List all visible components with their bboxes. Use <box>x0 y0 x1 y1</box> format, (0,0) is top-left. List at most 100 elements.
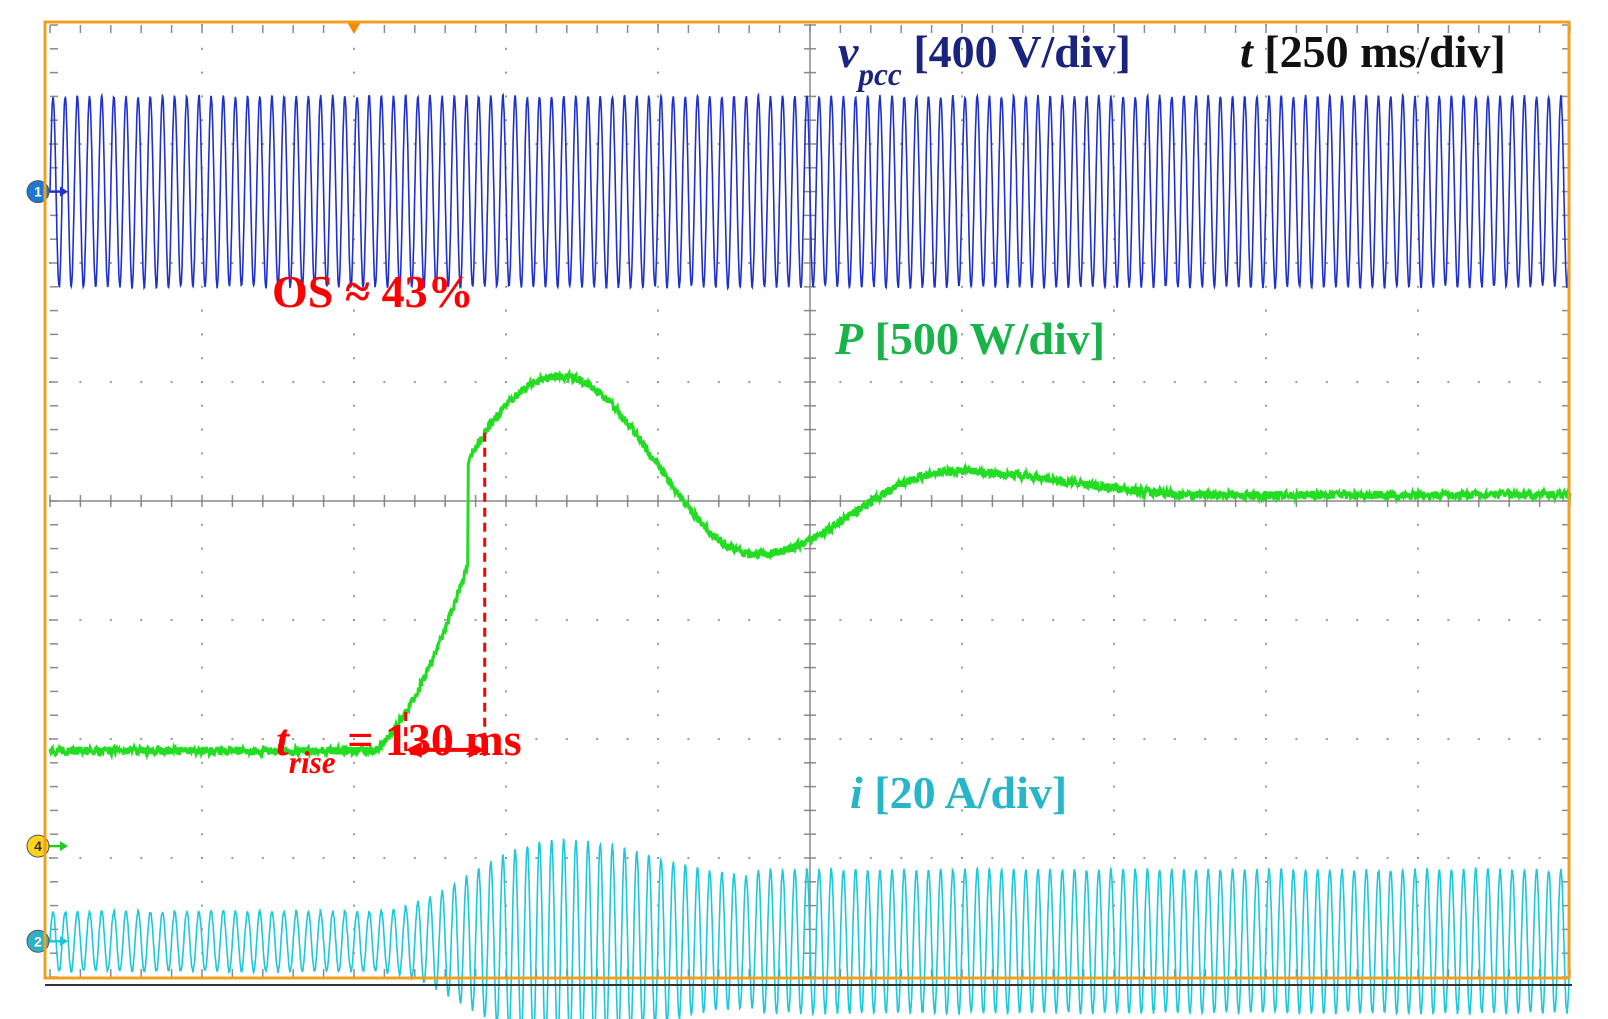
grid-dot <box>1265 833 1267 836</box>
grid-dot <box>1265 309 1267 312</box>
grid-dot <box>1447 143 1450 145</box>
grid-dot <box>353 595 355 598</box>
grid-dot <box>961 262 963 264</box>
grid-dot <box>961 809 963 812</box>
grid-dot <box>1477 857 1480 859</box>
grid-dot <box>657 309 659 312</box>
grid-dot <box>1113 476 1115 479</box>
grid-dot <box>1417 571 1419 574</box>
grid-dot <box>109 619 112 621</box>
grid-dot <box>657 571 659 574</box>
grid-dot <box>717 381 720 383</box>
grid-dot <box>1204 381 1207 383</box>
grid-dot <box>839 143 842 145</box>
grid-dot <box>201 143 203 145</box>
grid-dot <box>657 785 659 788</box>
grid-dot <box>1265 357 1267 360</box>
grid-dot <box>657 738 659 740</box>
grid-dot <box>1265 381 1267 383</box>
grid-dot <box>353 357 355 360</box>
grid-dot <box>1113 119 1115 122</box>
grid-dot <box>79 381 82 383</box>
grid-dot <box>961 476 963 479</box>
grid-dot <box>1417 690 1419 693</box>
grid-dot <box>505 833 507 836</box>
rise-time-arrowhead-left <box>405 741 422 758</box>
grid-dot <box>505 95 507 98</box>
grid-dot <box>505 547 507 550</box>
grid-dot <box>505 262 507 264</box>
grid-dot <box>1265 95 1267 98</box>
grid-dot <box>505 143 507 145</box>
grid-dot <box>1052 262 1055 264</box>
grid-dot <box>353 309 355 312</box>
grid-dot <box>930 262 933 264</box>
grid-dot <box>201 95 203 98</box>
grid-dot <box>717 619 720 621</box>
grid-dot <box>1113 833 1115 836</box>
grid-dot <box>1356 143 1359 145</box>
grid-dot <box>170 143 173 145</box>
grid-dot <box>353 404 355 407</box>
grid-dot <box>1265 523 1267 526</box>
grid-dot <box>474 619 477 621</box>
grid-dot <box>353 785 355 788</box>
rise-time-arrowhead-right <box>468 741 485 758</box>
grid-dot <box>991 619 994 621</box>
grid-dot <box>900 262 903 264</box>
grid-dot <box>474 857 477 859</box>
grid-dot <box>261 738 264 740</box>
grid-dot <box>353 262 355 264</box>
grid-dot <box>505 571 507 574</box>
grid-dot <box>505 285 507 288</box>
grid-dot <box>1538 619 1541 621</box>
annotations <box>404 432 487 758</box>
grid-dot <box>596 738 599 740</box>
grid-dot <box>353 47 355 50</box>
grid-dot <box>353 571 355 574</box>
grid-dot <box>1508 262 1511 264</box>
grid-dot <box>1508 619 1511 621</box>
grid-dot <box>261 143 264 145</box>
grid-dot <box>109 381 112 383</box>
grid-dot <box>1265 143 1267 145</box>
grid-dot <box>383 262 386 264</box>
grid-dot <box>657 452 659 455</box>
grid-dot <box>353 95 355 98</box>
grid-dot <box>1417 785 1419 788</box>
grid-dot <box>657 404 659 407</box>
grid-dot <box>657 904 659 907</box>
grid-dot <box>505 381 507 383</box>
grid-dot <box>231 143 234 145</box>
grid-dot <box>353 714 355 717</box>
grid-dot <box>1356 381 1359 383</box>
grid-dot <box>79 619 82 621</box>
grid-dot <box>657 47 659 50</box>
channel-2-marker-number: 2 <box>34 933 42 949</box>
grid-dot <box>1417 452 1419 455</box>
grid-dot <box>900 381 903 383</box>
grid-dot <box>961 309 963 312</box>
grid-dot <box>170 857 173 859</box>
grid-dot <box>1417 262 1419 264</box>
grid-dot <box>1082 857 1085 859</box>
grid-dot <box>961 595 963 598</box>
grid-dot <box>748 619 751 621</box>
grid-dot <box>505 809 507 812</box>
grid-dot <box>1417 714 1419 717</box>
grid-dot <box>1234 381 1237 383</box>
grid-dot <box>1113 857 1115 859</box>
grid-dot <box>657 880 659 883</box>
grid-dot <box>961 880 963 883</box>
grid-dot <box>1417 761 1419 764</box>
grid-dot <box>1113 452 1115 455</box>
grid-dot <box>1265 880 1267 883</box>
grid-dot <box>1265 404 1267 407</box>
grid-dot <box>474 738 477 740</box>
grid-dot <box>1113 619 1115 621</box>
grid-dot <box>1204 619 1207 621</box>
grid-dot <box>505 476 507 479</box>
grid-dot <box>1265 119 1267 122</box>
grid-dot <box>1113 47 1115 50</box>
grid-dot <box>505 785 507 788</box>
